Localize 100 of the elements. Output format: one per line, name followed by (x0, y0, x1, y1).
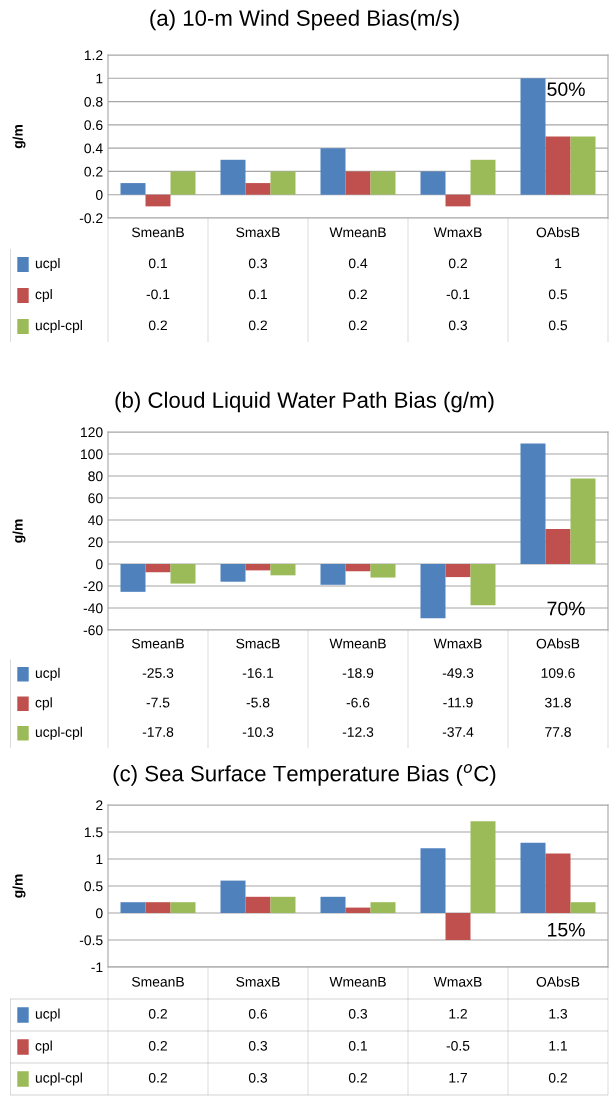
y-tick-label: -40 (83, 603, 103, 614)
y-axis-title: g/m (12, 125, 26, 149)
data-label: 1 (555, 258, 562, 269)
data-label: -0.1 (446, 289, 470, 300)
data-label: 0.4 (348, 258, 368, 269)
x-tick-label: SmeanB (132, 976, 184, 987)
data-label: 0.2 (448, 258, 467, 269)
data-label: 0.2 (348, 289, 367, 300)
data-label: -10.3 (242, 727, 274, 737)
data-label: 1.3 (549, 1008, 568, 1019)
data-label: 0.2 (548, 1072, 567, 1083)
bar (320, 148, 346, 195)
x-tick-label: WmaxB (433, 638, 482, 649)
legend-label: ucpl (35, 258, 60, 271)
data-label: 0.3 (248, 258, 268, 269)
bar (120, 902, 146, 913)
bar (570, 478, 596, 564)
data-label: -18.9 (342, 668, 374, 678)
data-label: -7.5 (146, 697, 170, 708)
legend-label: ucpl (35, 667, 60, 681)
y-tick-label: -0.2 (79, 213, 103, 224)
x-tick-label: SmaxB (236, 976, 280, 987)
bar (470, 821, 496, 913)
y-axis-title: g/m (12, 874, 26, 898)
chart-title: (a) 10-m Wind Speed Bias(m/s) (150, 9, 459, 31)
x-tick-label: WmaxB (433, 977, 482, 987)
data-label: 0.2 (248, 320, 267, 331)
data-label: 77.8 (545, 727, 571, 737)
bar (420, 564, 446, 619)
bar (445, 194, 471, 207)
legend-label: ucpl (35, 1008, 60, 1022)
y-axis-title: g/m (12, 519, 26, 543)
bar (520, 443, 546, 564)
y-tick-label: 0.6 (84, 120, 103, 131)
y-tick-label: 2 (96, 800, 103, 811)
legend-label: cpl (35, 697, 52, 711)
y-tick-label: 0 (95, 559, 103, 570)
legend-label: ucpl-cpl (35, 320, 82, 333)
data-label: 0.2 (148, 1008, 167, 1019)
legend-label: cpl (35, 1040, 52, 1054)
bar (270, 564, 296, 576)
bar (245, 564, 271, 571)
data-label: 1.2 (449, 1008, 467, 1019)
bar (545, 529, 571, 564)
x-tick-label: WmeanB (329, 977, 386, 987)
y-tick-label: -60 (83, 625, 103, 636)
x-tick-label: SmaxB (236, 227, 280, 238)
bar (570, 136, 596, 195)
data-label: 31.8 (545, 697, 571, 708)
data-label: 0.3 (348, 1008, 368, 1019)
y-tick-label: 20 (88, 537, 103, 548)
x-tick-label: WmeanB (329, 227, 386, 238)
bar (470, 564, 496, 606)
data-label: -25.3 (142, 668, 174, 678)
bar (270, 171, 296, 195)
legend-label: cpl (35, 289, 52, 302)
bar (545, 853, 571, 913)
bar (145, 902, 171, 913)
y-tick-label: 80 (88, 471, 103, 482)
bar (145, 564, 171, 573)
data-label: 0.2 (148, 1072, 167, 1083)
bar (220, 880, 246, 913)
data-label: 0.2 (348, 320, 367, 331)
data-label: -6.6 (346, 697, 370, 708)
y-tick-label: 100 (81, 449, 103, 460)
bar (345, 907, 371, 913)
y-tick-label: 120 (81, 427, 103, 438)
y-tick-label: 0 (95, 908, 103, 919)
bar (120, 183, 146, 195)
y-tick-label: 60 (88, 493, 103, 504)
bar (245, 896, 271, 913)
bar (520, 78, 546, 195)
bar (245, 183, 271, 195)
bar (370, 902, 396, 913)
chart-title: (b) Cloud Liquid Water Path Bias (g/m) (115, 391, 494, 413)
bar (445, 564, 471, 578)
data-label: -49.3 (442, 668, 474, 678)
y-tick-label: 1 (96, 854, 103, 865)
y-tick-label: -1 (91, 962, 103, 973)
data-label: 0.5 (548, 320, 568, 331)
x-tick-label: SmeanB (132, 638, 184, 649)
bar (545, 136, 571, 195)
data-label: -12.3 (342, 727, 374, 737)
bar (345, 564, 371, 572)
y-tick-label: -20 (83, 581, 103, 592)
data-label: -0.1 (146, 289, 170, 300)
data-label: 0.2 (148, 320, 167, 331)
chart-title: (c) Sea Surface Temperature Bias ($^{o}$C) (113, 764, 496, 786)
y-tick-label: 1.5 (84, 827, 103, 838)
bar (420, 848, 446, 913)
data-label: 0.1 (148, 258, 167, 269)
x-tick-label: SmacB (236, 638, 280, 649)
bar (270, 896, 296, 913)
bar (445, 913, 471, 940)
bar (570, 902, 596, 913)
bar (220, 564, 246, 582)
bar (170, 564, 196, 584)
bar (170, 902, 196, 913)
data-label: -16.1 (242, 668, 274, 678)
x-tick-label: SmeanB (132, 227, 184, 238)
